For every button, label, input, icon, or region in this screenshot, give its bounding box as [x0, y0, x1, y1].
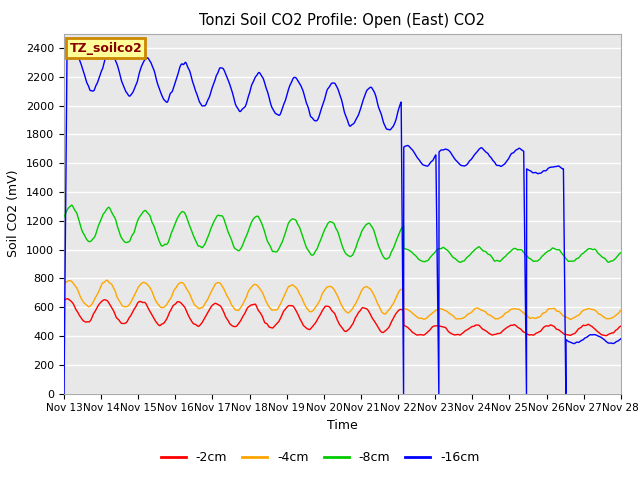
Title: Tonzi Soil CO2 Profile: Open (East) CO2: Tonzi Soil CO2 Profile: Open (East) CO2	[200, 13, 485, 28]
X-axis label: Time: Time	[327, 419, 358, 432]
Legend: -2cm, -4cm, -8cm, -16cm: -2cm, -4cm, -8cm, -16cm	[156, 446, 484, 469]
Text: TZ_soilco2: TZ_soilco2	[70, 42, 142, 55]
Y-axis label: Soil CO2 (mV): Soil CO2 (mV)	[8, 170, 20, 257]
